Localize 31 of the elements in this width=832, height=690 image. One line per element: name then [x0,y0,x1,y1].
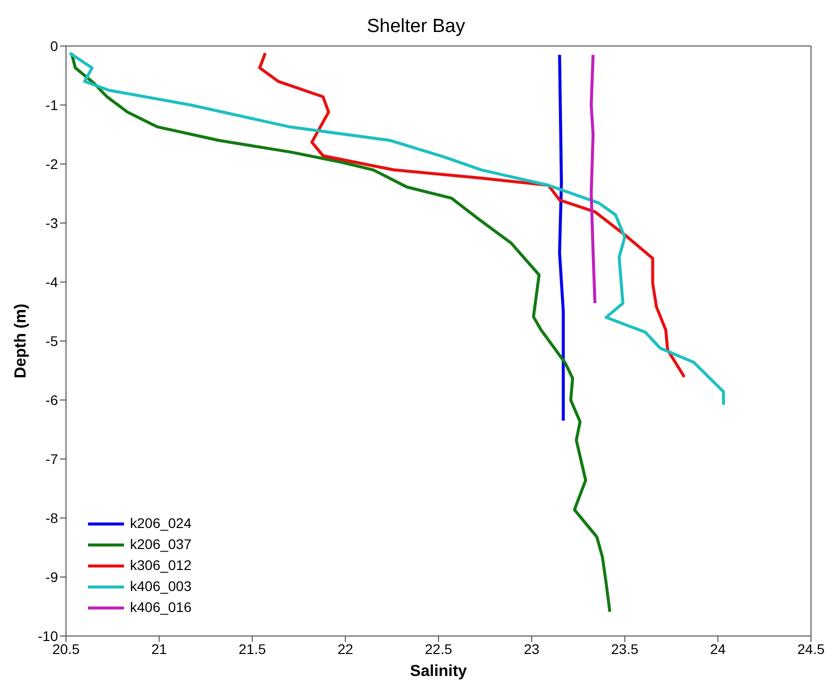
y-tick-label: -4 [46,274,58,290]
y-tick-label: -7 [46,450,58,467]
x-tick-label: 22 [338,640,354,657]
x-tick-label: 24.5 [797,640,825,657]
y-tick-label: 0 [50,38,58,54]
chart-title: Shelter Bay [366,16,466,38]
y-axis-title: Depth (m) [12,304,30,378]
line-series [68,52,725,406]
line-series [558,53,565,422]
legend-label: k206_037 [130,535,192,554]
y-tick-label: -3 [46,214,58,231]
legend-label: k406_016 [130,598,192,617]
legend-label: k306_012 [130,556,192,575]
x-tick-label: 23 [524,640,540,657]
y-tick-label: -9 [46,568,58,585]
y-tick-label: -2 [46,156,58,172]
x-tick-label: 22.5 [424,640,452,657]
x-tick-label: 24 [710,640,726,657]
y-tick-label: -6 [46,392,58,408]
legend-label: k206_024 [130,514,192,533]
x-axis-title: Salinity [410,663,468,680]
x-tick-label: 21 [151,640,168,657]
line-series [258,52,686,378]
y-tick-label: -5 [46,332,58,349]
y-tick-label: -8 [46,510,58,526]
line-series [590,53,596,305]
y-tick-label: -1 [46,96,58,113]
legend-label: k406_003 [130,577,192,596]
x-tick-label: 21.5 [238,640,266,657]
x-tick-label: 23.5 [611,640,639,657]
line-series [70,52,612,614]
